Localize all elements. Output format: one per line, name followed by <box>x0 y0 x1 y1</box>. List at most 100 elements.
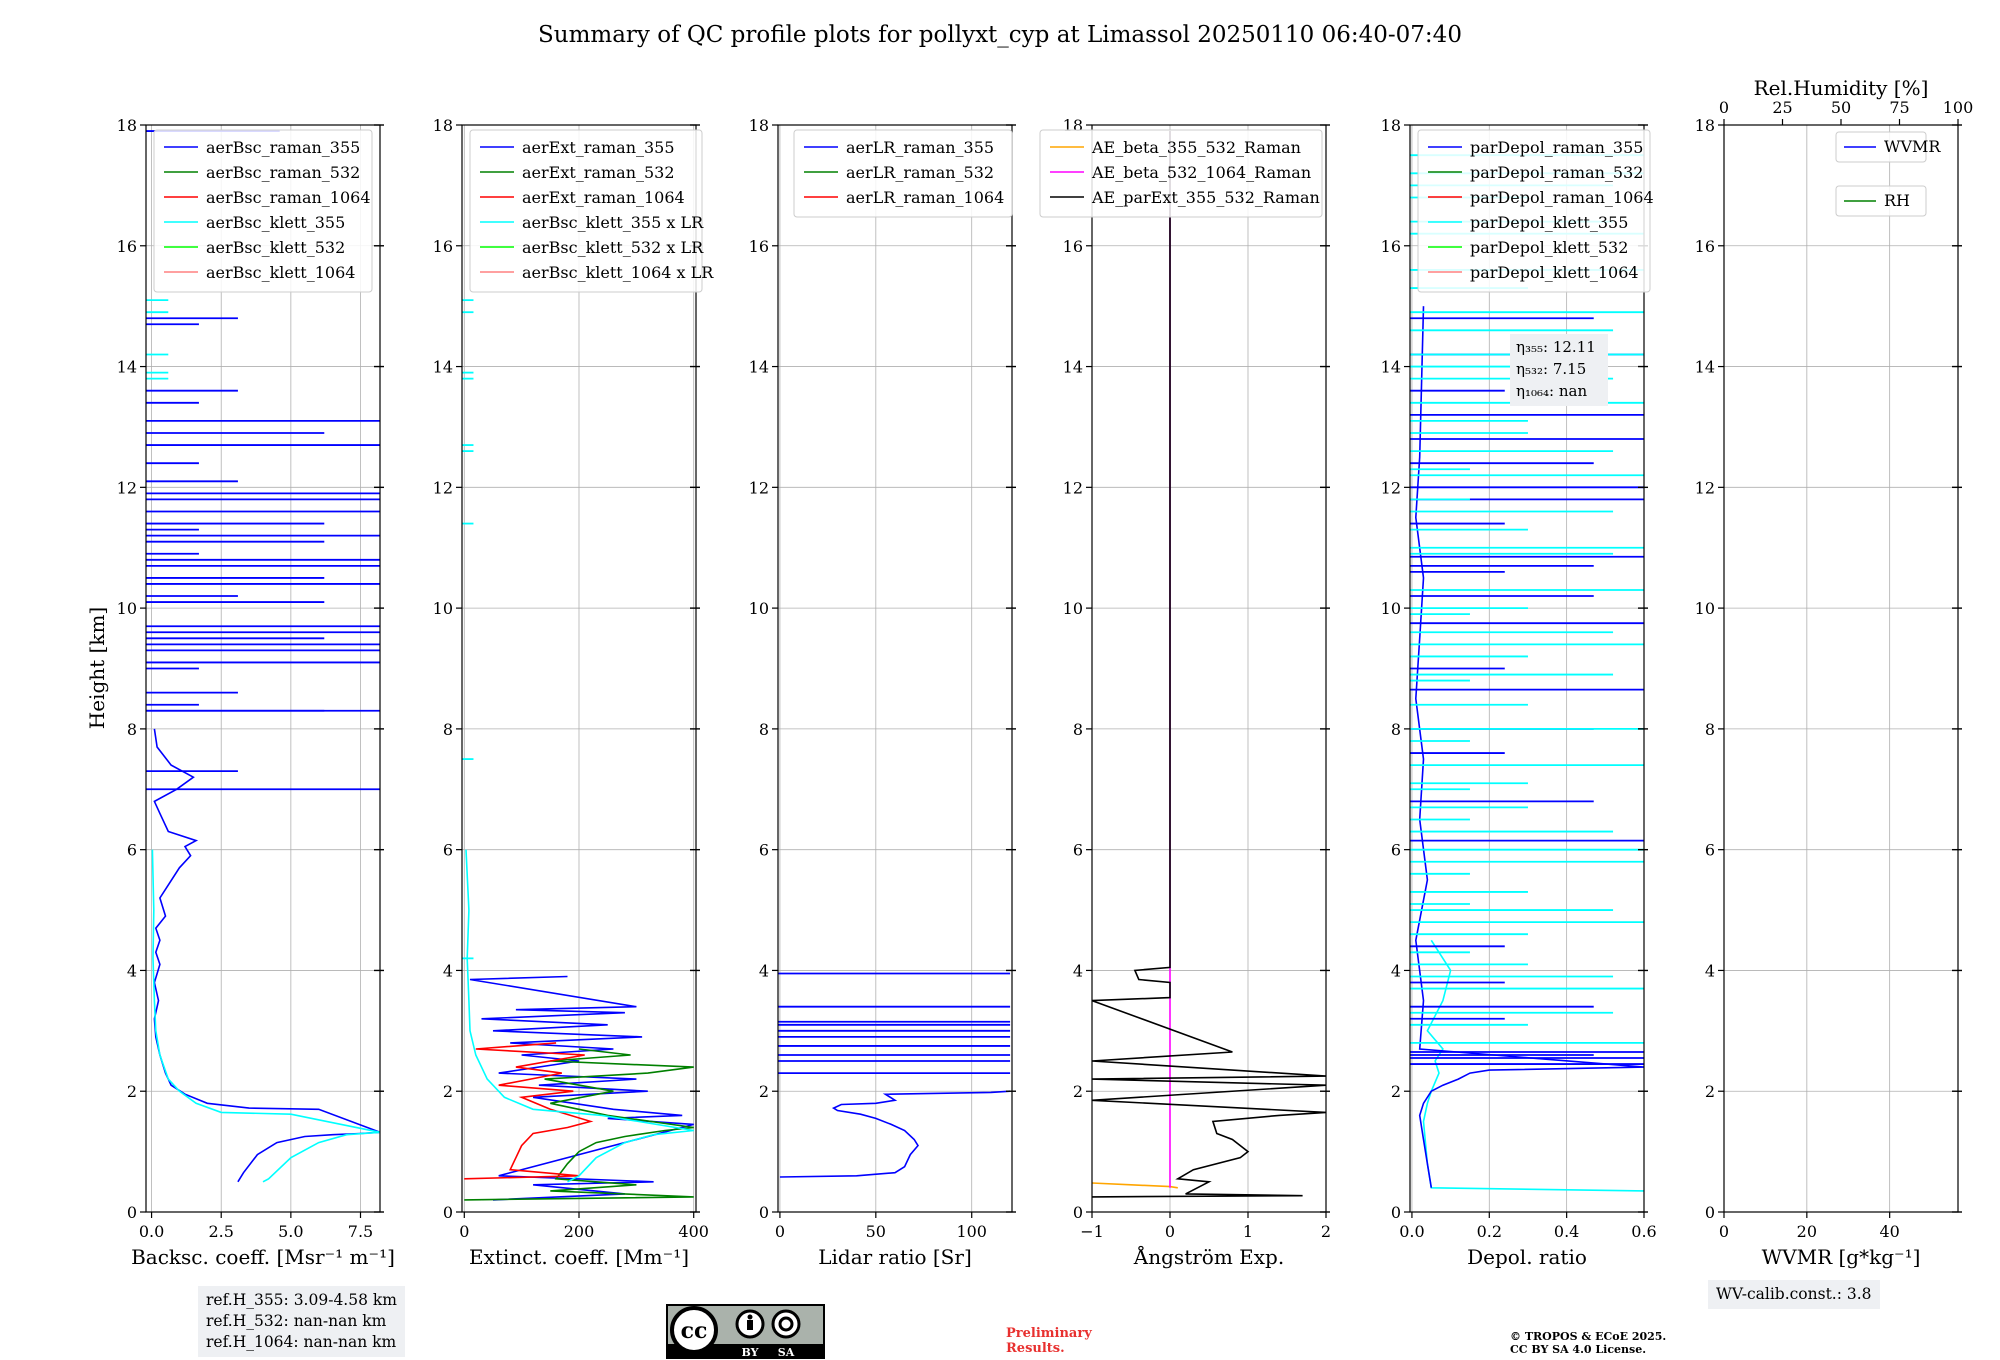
y-tick-label: 8 <box>1391 720 1401 739</box>
series-aerLR_raman_355 <box>779 1090 1011 1178</box>
x-tick-label: 50 <box>866 1222 886 1241</box>
legend-entry: AE_beta_355_532_Raman <box>1091 138 1301 157</box>
x-axis-label: Extinct. coeff. [Mm⁻¹] <box>469 1245 689 1269</box>
y-tick-label: 10 <box>749 599 769 618</box>
y-tick-label: 16 <box>1381 237 1401 256</box>
y-tick-label: 16 <box>117 237 137 256</box>
eta-annotation-line: η₁₀₆₄: nan <box>1516 382 1587 400</box>
y-tick-label: 16 <box>749 237 769 256</box>
y-tick-label: 12 <box>1695 478 1715 497</box>
x-tick-label: 0 <box>1165 1222 1175 1241</box>
y-tick-label: 18 <box>1695 116 1715 135</box>
y-tick-label: 18 <box>117 116 137 135</box>
legend-entry: aerBsc_klett_532 x LR <box>522 238 704 257</box>
x-tick-label: 0 <box>1719 1222 1729 1241</box>
y-tick-label: 8 <box>759 720 769 739</box>
cc-circle-icon <box>670 1306 718 1354</box>
x-tick-label: 0.4 <box>1554 1222 1579 1241</box>
legend-entry: parDepol_klett_532 <box>1470 238 1628 257</box>
y-tick-label: 0 <box>1391 1203 1401 1222</box>
y-tick-label: 12 <box>749 478 769 497</box>
y-tick-label: 4 <box>759 961 769 980</box>
legend-entry: AE_parExt_355_532_Raman <box>1091 188 1320 207</box>
axes-frame <box>777 124 1013 1213</box>
panel-ext: 0 2 4 6 8 10 12 14 16 18 0 200 400 Extinct. coeff. [M… <box>433 116 715 1269</box>
y-tick-label: 6 <box>443 841 453 860</box>
y-tick-label: 8 <box>443 720 453 739</box>
legend-entry: AE_beta_532_1064_Raman <box>1091 163 1311 182</box>
y-tick-label: 6 <box>1391 841 1401 860</box>
legend-entry: parDepol_klett_1064 <box>1470 263 1639 282</box>
y-tick-label: 6 <box>127 841 137 860</box>
series-aerExt_raman_532 <box>464 1048 694 1201</box>
y-tick-label: 2 <box>1705 1082 1715 1101</box>
legend-entry: aerBsc_raman_355 <box>206 138 360 157</box>
x-tick-label: 0.0 <box>139 1222 164 1241</box>
y-tick-label: 8 <box>1705 720 1715 739</box>
axes-frame <box>1409 124 1645 1213</box>
x-axis-label: Lidar ratio [Sr] <box>818 1245 972 1269</box>
y-tick-label: 0 <box>1705 1203 1715 1222</box>
series-parDepol_raman_355 <box>1414 306 1645 1188</box>
axes-frame <box>1723 124 1959 1213</box>
x-tick-label: −1 <box>1080 1222 1104 1241</box>
sa-recycle-icon <box>771 1309 801 1339</box>
y-tick-label: 12 <box>1063 478 1083 497</box>
x-axis-label: Backsc. coeff. [Msr⁻¹ m⁻¹] <box>131 1245 395 1269</box>
y-tick-label: 4 <box>127 961 137 980</box>
y-tick-label: 16 <box>1063 237 1083 256</box>
legend-entry: parDepol_raman_355 <box>1470 138 1643 157</box>
top-x-tick-label: 75 <box>1889 98 1909 117</box>
sa-text: SA <box>778 1346 795 1359</box>
cc-by-sa-logo: cc BY SA <box>666 1304 825 1359</box>
legend-box <box>1835 131 1927 163</box>
y-tick-label: 6 <box>759 841 769 860</box>
y-tick-label: 14 <box>117 358 137 377</box>
x-tick-label: 0.2 <box>1477 1222 1502 1241</box>
y-tick-label: 14 <box>433 358 453 377</box>
y-tick-label: 2 <box>759 1082 769 1101</box>
legend-entry: aerBsc_klett_355 x LR <box>522 213 704 232</box>
legend-entry: aerExt_raman_1064 <box>522 188 685 207</box>
legend-entry: aerLR_raman_532 <box>846 163 994 182</box>
panel-depol: 0 2 4 6 8 10 12 14 16 18 0.0 0.2 0.4 0.6 Depol. ratio p… <box>1381 116 1657 1269</box>
legend-box <box>153 129 373 293</box>
y-tick-label: 10 <box>117 599 137 618</box>
axes-frame <box>145 124 381 1213</box>
eta-annotation-line: η₃₅₅: 12.11 <box>1516 338 1596 356</box>
copyright-note: © TROPOS & ECoE 2025. CC BY SA 4.0 Licen… <box>1510 1330 1666 1356</box>
y-tick-label: 16 <box>1695 237 1715 256</box>
cc-text: cc <box>681 1318 708 1344</box>
legend-box <box>793 129 1013 218</box>
series-aerExt_raman_1064 <box>464 1042 594 1180</box>
legend-entry: aerLR_raman_355 <box>846 138 994 157</box>
y-tick-label: 10 <box>433 599 453 618</box>
x-tick-label: 20 <box>1797 1222 1817 1241</box>
axes-frame <box>1091 124 1327 1213</box>
panel-lr: 0 2 4 6 8 10 12 14 16 18 0 50 100 Lidar ratio [Sr] aer… <box>749 116 1016 1269</box>
legend-entry: parDepol_raman_1064 <box>1470 188 1654 207</box>
legend-entry: aerBsc_klett_1064 <box>206 263 355 282</box>
series-AE_beta_355_532_Raman <box>1091 1182 1178 1189</box>
y-tick-label: 0 <box>759 1203 769 1222</box>
y-tick-label: 6 <box>1705 841 1715 860</box>
x-tick-label: 40 <box>1879 1222 1899 1241</box>
x-tick-label: 7.5 <box>348 1222 373 1241</box>
reference-heights-box: ref.H_355: 3.09-4.58 km ref.H_532: nan-n… <box>198 1286 405 1357</box>
series-aerBsc_klett_355 x LR <box>465 849 694 1183</box>
y-tick-label: 8 <box>1073 720 1083 739</box>
y-tick-label: 4 <box>1391 961 1401 980</box>
y-tick-label: 4 <box>1705 961 1715 980</box>
y-tick-label: 0 <box>443 1203 453 1222</box>
y-tick-label: 18 <box>1381 116 1401 135</box>
top-x-tick-label: 100 <box>1943 98 1974 117</box>
legend-entry: aerLR_raman_1064 <box>846 188 1004 207</box>
wv-calibration-box: WV-calib.const.: 3.8 <box>1708 1280 1880 1309</box>
x-tick-label: 0 <box>775 1222 785 1241</box>
series-AE_parExt_355_532_Raman <box>1091 131 1327 1198</box>
legend-entry: aerBsc_raman_1064 <box>206 188 371 207</box>
legend-box <box>1039 129 1323 218</box>
legend-entry: aerBsc_raman_532 <box>206 163 360 182</box>
